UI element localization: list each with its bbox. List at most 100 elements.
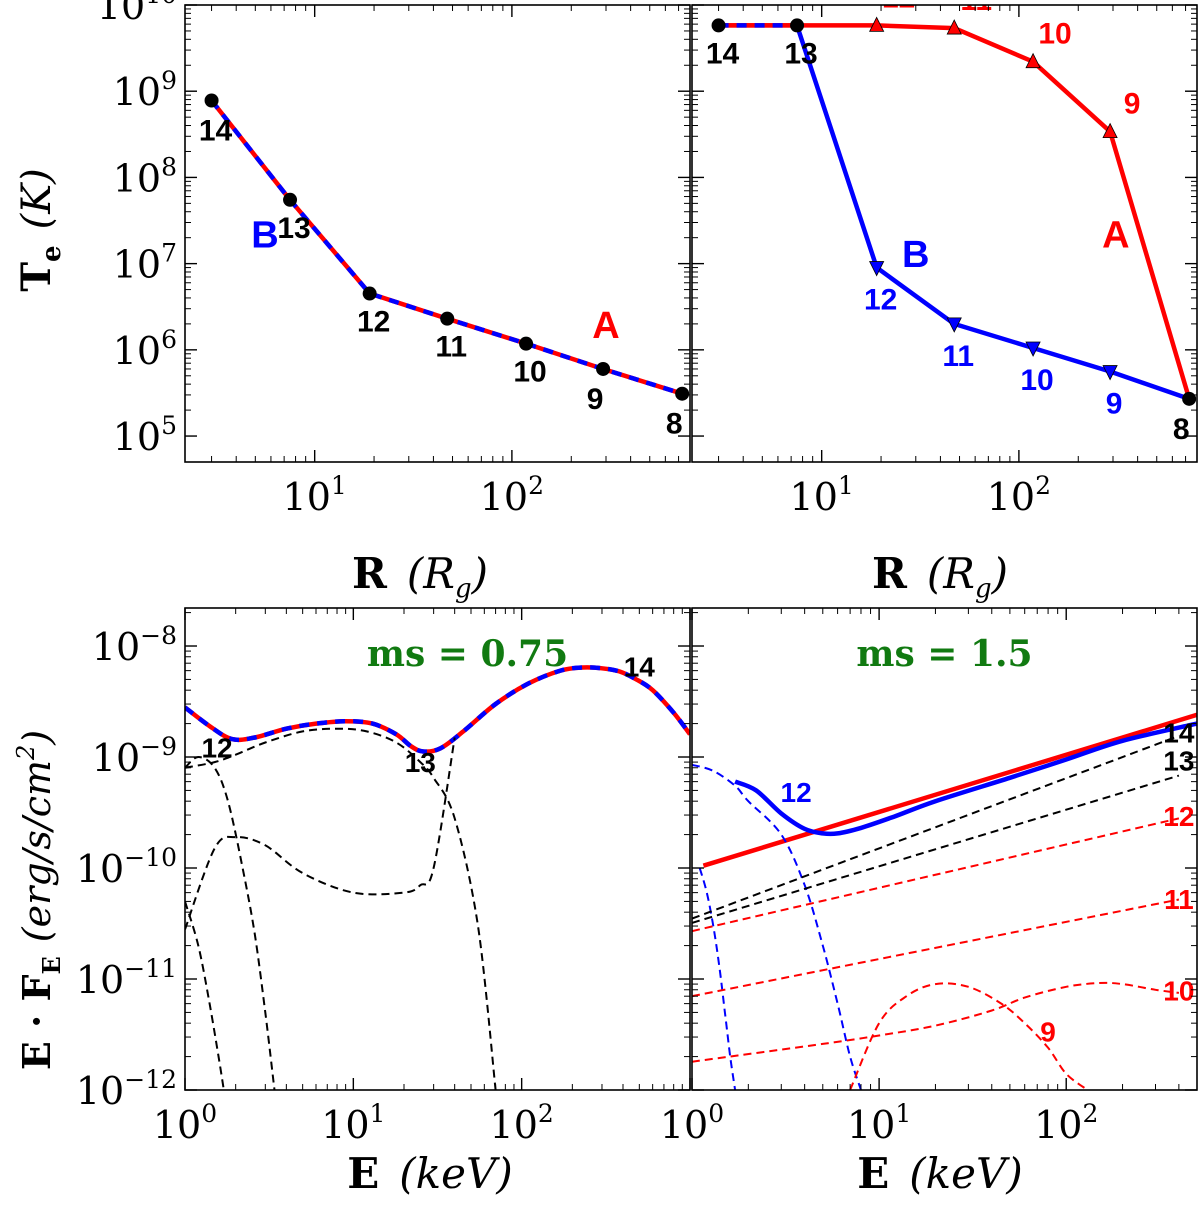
ytick-label-top-left-7: 107 (113, 239, 177, 287)
xtick-label-bottom-left-0: 100 (153, 1099, 217, 1147)
y-axis-label-flux: E · FE(erg/s/cm2) (12, 730, 66, 1070)
ytick-label-top-left-9: 109 (113, 66, 177, 114)
series-bottom-right-r11 (692, 898, 1180, 998)
series-bottom-right-r9 (849, 982, 1089, 1090)
frame-top-right (691, 4, 1198, 463)
series-bottom-right-k14 (692, 734, 1180, 920)
ytick-label-bottom-left--9: 10−9 (92, 732, 177, 780)
ytick-label-top-left-8: 108 (113, 152, 177, 200)
point-label-top-right-10: 8 (1173, 413, 1190, 446)
annotation-bottom-right-2: 13 (1163, 746, 1194, 777)
panel-top-right-data: 14 13 12 11 10 9 12 11 10 9 8 B A (706, 0, 1197, 446)
point-label-top-left-5: 9 (587, 383, 604, 416)
x-axis-label-r-right: R (Rg) (872, 549, 1008, 604)
x-axis-label-e-right: E (keV) (857, 1149, 1022, 1198)
point-label-top-right-4: 10 (1038, 18, 1071, 51)
x-axis-label-r-left: R (Rg) (352, 549, 488, 604)
annotation-top-left-1: A (592, 305, 619, 347)
marker-top-right-12-2 (869, 16, 885, 32)
panel-title-bottom-left: ms = 0.75 (367, 633, 568, 675)
xtick-label-bottom-left-2: 102 (490, 1099, 554, 1147)
annotation-bottom-left-1: 13 (405, 747, 436, 778)
annotation-top-right-1: A (1102, 215, 1129, 257)
marker-top-right-10-8 (1025, 341, 1041, 357)
series-top-right-B (794, 24, 1190, 402)
point-label-top-right-2: 12 (882, 0, 915, 14)
point-label-top-right-7: 11 (942, 340, 974, 373)
panel-title-bottom-right: ms = 1.5 (856, 633, 1032, 675)
annotation-bottom-right-0: 12 (781, 777, 812, 808)
ytick-label-bottom-left--11: 10−11 (76, 954, 177, 1002)
marker-top-right-12-6 (869, 261, 885, 277)
point-label-top-left-2: 12 (357, 306, 390, 339)
y-axis-label-te: Te(K) (13, 168, 67, 291)
annotation-bottom-right-1: 14 (1163, 717, 1195, 748)
series-bottom-right-B-total (734, 721, 1197, 837)
series-bottom-left-c11 (185, 901, 225, 1090)
panel-bottom-left-data: 12 13 14 (185, 651, 690, 1090)
marker-top-left-9-5 (596, 361, 611, 376)
panel-top-left-data: 14 13 12 11 10 9 8 B A (199, 93, 690, 441)
annotation-bottom-right-6: 9 (1040, 1016, 1056, 1047)
point-label-top-right-8: 10 (1020, 364, 1053, 397)
xtick-label-bottom-right-1: 101 (847, 1099, 911, 1147)
marker-top-left-8-6 (675, 386, 690, 401)
plot-data: 141312111098BA1413121110912111098BA12131… (185, 0, 1197, 1090)
xtick-label-top-right-1: 101 (790, 471, 854, 519)
point-label-top-left-6: 8 (666, 408, 683, 441)
point-label-top-right-6: 12 (864, 284, 897, 317)
marker-top-left-12-2 (362, 286, 377, 301)
point-label-top-left-0: 14 (199, 115, 233, 148)
marker-top-right-11-7 (946, 317, 962, 333)
series-bottom-right-k13 (692, 774, 1180, 924)
ytick-label-bottom-left--12: 10−12 (76, 1065, 177, 1113)
annotation-bottom-left-0: 12 (201, 733, 232, 764)
marker-top-right-9-5 (1102, 122, 1118, 139)
marker-top-right-8-10 (1182, 391, 1197, 406)
ytick-label-bottom-left--10: 10−10 (76, 843, 177, 891)
ytick-label-top-left-6: 106 (113, 325, 177, 373)
series-bottom-left-total-dash (185, 665, 690, 754)
marker-top-left-14-0 (204, 93, 219, 108)
series-bottom-left-c13 (185, 737, 456, 930)
x-axis-label-e-left: E (keV) (347, 1149, 512, 1198)
frame-top-left (184, 4, 691, 463)
annotation-top-left-0: B (251, 215, 278, 257)
marker-top-left-10-4 (519, 336, 534, 351)
xtick-label-bottom-left-1: 101 (321, 1099, 385, 1147)
point-label-top-right-1: 13 (784, 37, 817, 70)
point-label-top-left-3: 11 (435, 331, 467, 364)
point-label-top-right-3: 11 (960, 0, 992, 17)
point-label-top-right-5: 9 (1124, 88, 1141, 121)
xtick-label-bottom-right-0: 100 (660, 1099, 724, 1147)
series-bottom-left-c14 (185, 727, 497, 1090)
xtick-label-top-left-1: 101 (283, 471, 347, 519)
marker-top-right-10-4 (1025, 52, 1041, 69)
series-bottom-right-r10 (692, 981, 1180, 1063)
marker-top-right-14-0 (711, 18, 726, 33)
xtick-label-top-right-2: 102 (987, 471, 1051, 519)
marker-top-right-11-3 (946, 19, 962, 35)
point-label-top-right-0: 14 (706, 37, 740, 70)
annotation-bottom-right-4: 11 (1164, 884, 1194, 915)
ytick-label-bottom-left--8: 10−8 (92, 621, 177, 669)
series-bottom-right-b11-comp (698, 867, 737, 1090)
xtick-label-top-left-2: 102 (480, 471, 544, 519)
xtick-label-bottom-right-2: 102 (1034, 1099, 1098, 1147)
series-bottom-right-A-total (702, 712, 1197, 868)
point-label-top-left-1: 13 (277, 212, 310, 245)
ytick-label-top-left-5: 105 (113, 411, 177, 459)
marker-top-right-13-1 (790, 18, 805, 33)
point-label-top-left-4: 10 (513, 356, 546, 389)
annotation-top-right-0: B (902, 234, 929, 276)
marker-top-left-11-3 (440, 311, 455, 326)
axes: 1051061071081091010101102101102ms = 0.75… (76, 0, 1198, 1147)
frame-bottom-right (691, 607, 1198, 1091)
point-label-top-right-9: 9 (1106, 388, 1123, 421)
frame-bottom-left (184, 607, 691, 1091)
annotation-bottom-left-2: 14 (624, 651, 656, 682)
annotation-bottom-right-5: 10 (1163, 975, 1194, 1006)
